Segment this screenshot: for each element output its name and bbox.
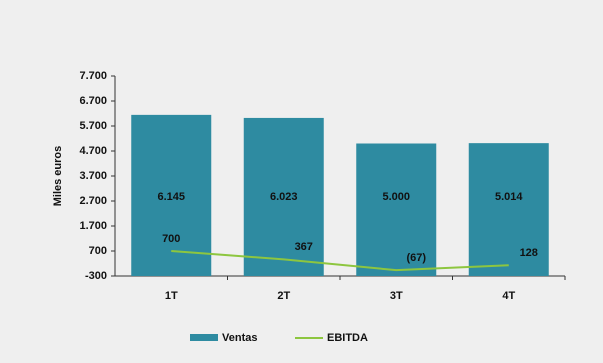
y-tick-label: 700 (89, 245, 107, 257)
bar-value-label: 5.000 (382, 191, 410, 203)
x-tick-label: 2T (277, 290, 290, 302)
legend-label: EBITDA (327, 332, 368, 344)
bar-value-label: 6.145 (157, 191, 185, 203)
x-tick-label: 1T (165, 290, 178, 302)
y-tick-label: 2.700 (79, 195, 107, 207)
bar-value-label: 6.023 (270, 191, 298, 203)
y-tick-label: -300 (85, 270, 107, 282)
bar (131, 114, 212, 276)
y-tick-label: 7.700 (79, 70, 107, 82)
y-tick-label: 1.700 (79, 220, 107, 232)
legend-label: Ventas (222, 332, 257, 344)
y-tick-label: 6.700 (79, 95, 107, 107)
line (171, 250, 509, 272)
line-value-label: (67) (406, 252, 426, 264)
legend-swatch (190, 334, 218, 341)
x-tick-label: 4T (502, 290, 515, 302)
y-axis-label: Miles euros (52, 146, 64, 207)
bar (243, 117, 324, 276)
bar (356, 143, 437, 276)
line-value-label: 128 (520, 247, 538, 259)
y-tick-label: 4.700 (79, 145, 107, 157)
line-value-label: 700 (162, 233, 180, 245)
line-value-label: 367 (295, 241, 313, 253)
bar (468, 143, 549, 276)
x-tick-label: 3T (390, 290, 403, 302)
y-tick-label: 5.700 (79, 120, 107, 132)
bar-value-label: 5.014 (495, 191, 523, 203)
y-tick-label: 3.700 (79, 170, 107, 182)
